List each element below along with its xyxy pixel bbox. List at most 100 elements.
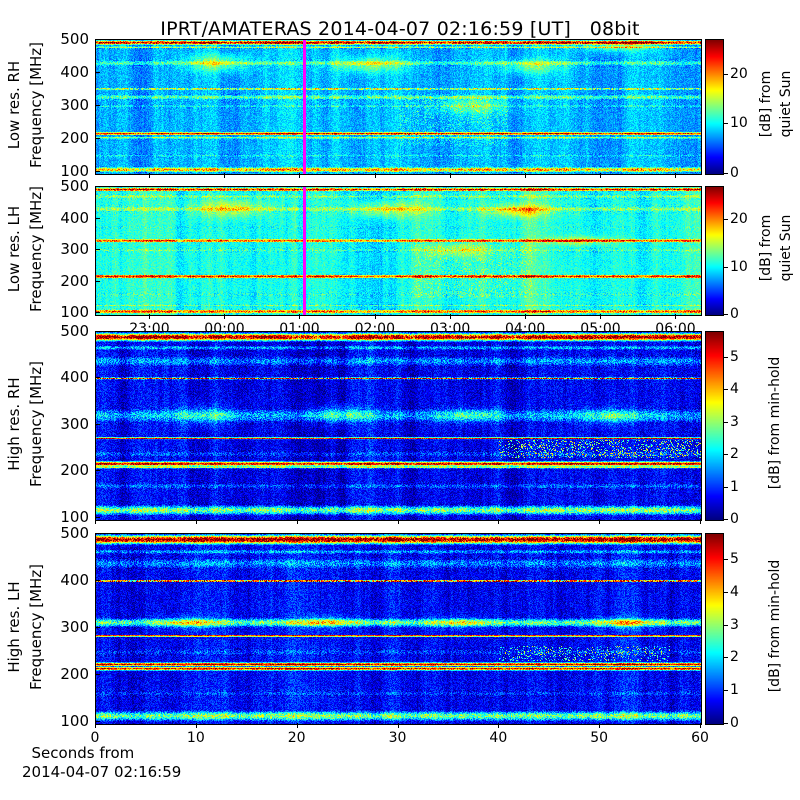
colorbar-tick-mark: [723, 219, 728, 221]
x-tick-mark: [299, 173, 301, 178]
colorbar-tick-mark: [723, 690, 728, 692]
colorbar-tick-label: 1: [730, 478, 739, 495]
x-tick-mark: [95, 519, 96, 524]
x-tick-label: 10: [186, 730, 205, 746]
y-tick-mark: [95, 673, 100, 675]
y-tick-label: 200: [60, 664, 89, 683]
x-tick-mark: [450, 173, 452, 178]
colorbar-tick-mark: [723, 421, 728, 423]
y-tick-mark: [95, 72, 100, 74]
y-tick-label: 200: [60, 129, 89, 148]
y-tick-mark: [95, 516, 100, 518]
spectrogram-low-res-rh[interactable]: [95, 39, 702, 175]
x-tick-mark: [374, 173, 376, 178]
x-tick-mark: [599, 723, 601, 728]
x-tick-mark: [600, 314, 602, 319]
figure-title: IPRT/AMATERAS 2014-04-07 02:16:59 [UT] 0…: [160, 18, 640, 40]
colorbar-tick-label: 5: [730, 348, 739, 365]
colorbar-label-wrap: [dB] from min-hold: [767, 516, 783, 736]
x-tick-mark: [195, 519, 197, 524]
spectrogram-high-res-rh[interactable]: [95, 331, 702, 521]
y-tick-label: 100: [60, 303, 89, 322]
colorbar-tick-label: 10: [730, 115, 748, 132]
y-axis-label-low-res-lh-line2: Frequency [MHz]: [27, 185, 45, 313]
y-axis-label-high-res-lh-line2: Frequency [MHz]: [27, 563, 45, 691]
colorbar-tick-label: 4: [730, 381, 739, 398]
y-tick-mark: [95, 470, 100, 472]
colorbar-tick-mark: [723, 657, 728, 659]
colorbar-label-low-res-lh-line2: quiet Sun: [778, 214, 794, 282]
y-tick-label: 400: [60, 208, 89, 227]
x-tick-mark: [296, 723, 298, 728]
colorbar-high-res-lh: [705, 533, 724, 725]
y-tick-label: 400: [60, 63, 89, 82]
y-tick-label: 300: [60, 240, 89, 259]
colorbar-tick-label: 0: [730, 715, 739, 731]
colorbar-tick-mark: [723, 73, 728, 75]
x-tick-label: 40: [489, 730, 508, 746]
y-tick-label: 100: [60, 507, 89, 526]
y-axis-label-high-res-rh-line2: Frequency [MHz]: [27, 360, 45, 488]
y-tick-label: 300: [60, 96, 89, 115]
colorbar-label-wrap: [dB] from: [758, 158, 774, 338]
colorbar-tick-mark: [723, 486, 728, 488]
y-tick-label: 500: [60, 524, 89, 542]
colorbar-low-res-rh: [705, 39, 724, 175]
x-axis-caption-line-2: 2014-04-07 02:16:59: [22, 763, 182, 781]
x-tick-mark: [299, 314, 301, 319]
x-tick-label: 30: [388, 730, 407, 746]
y-tick-label: 500: [60, 322, 89, 340]
spectrogram-low-res-lh[interactable]: [95, 186, 702, 316]
x-tick-mark: [525, 173, 527, 178]
colorbar-tick-label: 3: [730, 616, 739, 633]
x-tick-mark: [397, 519, 399, 524]
colorbar-tick-label: 10: [730, 258, 748, 275]
x-tick-mark: [224, 173, 226, 178]
y-axis-label-wrap: High res. LH: [5, 527, 23, 727]
colorbar-label-low-res-lh-line1: [dB] from: [758, 214, 774, 282]
colorbar-tick-label: 2: [730, 446, 739, 463]
y-tick-mark: [95, 331, 100, 332]
colorbar-tick-mark: [723, 624, 728, 626]
y-tick-mark: [95, 105, 100, 107]
spectrogram-high-res-lh[interactable]: [95, 533, 702, 725]
x-tick-mark: [296, 519, 298, 524]
x-tick-mark: [149, 314, 151, 319]
colorbar-high-res-rh: [705, 331, 724, 521]
x-tick-mark: [397, 723, 399, 728]
x-tick-mark: [149, 173, 151, 178]
x-tick-mark: [224, 314, 226, 319]
y-axis-label-high-res-lh-line1: High res. LH: [5, 581, 23, 673]
y-tick-mark: [95, 171, 100, 173]
y-axis-label-wrap: Frequency [MHz]: [27, 527, 45, 727]
time-cursor-low-res-rh[interactable]: [303, 40, 307, 174]
spectrogram-canvas-low-res-rh: [96, 40, 701, 174]
colorbar-tick-label: 5: [730, 551, 739, 568]
y-tick-mark: [95, 626, 100, 628]
colorbar-tick-label: 4: [730, 583, 739, 600]
y-tick-label: 100: [60, 162, 89, 181]
x-tick-label: 20: [287, 730, 306, 746]
y-tick-mark: [95, 312, 100, 314]
x-tick-mark: [374, 314, 376, 319]
x-tick-mark: [525, 314, 527, 319]
colorbar-gradient: [706, 40, 723, 174]
colorbar-tick-mark: [723, 173, 728, 174]
y-axis-label-wrap: Low res. LH: [5, 149, 23, 349]
y-axis-label-wrap: Frequency [MHz]: [27, 324, 45, 524]
colorbar-tick-mark: [723, 519, 728, 520]
colorbar-gradient: [706, 332, 723, 520]
x-tick-label: 60: [691, 730, 709, 746]
colorbar-tick-label: 0: [730, 165, 739, 181]
x-tick-label: 50: [590, 730, 609, 746]
y-tick-label: 400: [60, 368, 89, 387]
colorbar-label-high-res-lh: [dB] from min-hold: [767, 559, 783, 693]
time-cursor-low-res-lh[interactable]: [303, 187, 307, 315]
colorbar-gradient: [706, 187, 723, 315]
colorbar-low-res-lh: [705, 186, 724, 316]
x-tick-mark: [675, 314, 677, 319]
y-tick-label: 400: [60, 570, 89, 589]
colorbar-tick-label: 0: [730, 511, 739, 527]
y-tick-mark: [95, 280, 100, 282]
y-tick-label: 300: [60, 414, 89, 433]
